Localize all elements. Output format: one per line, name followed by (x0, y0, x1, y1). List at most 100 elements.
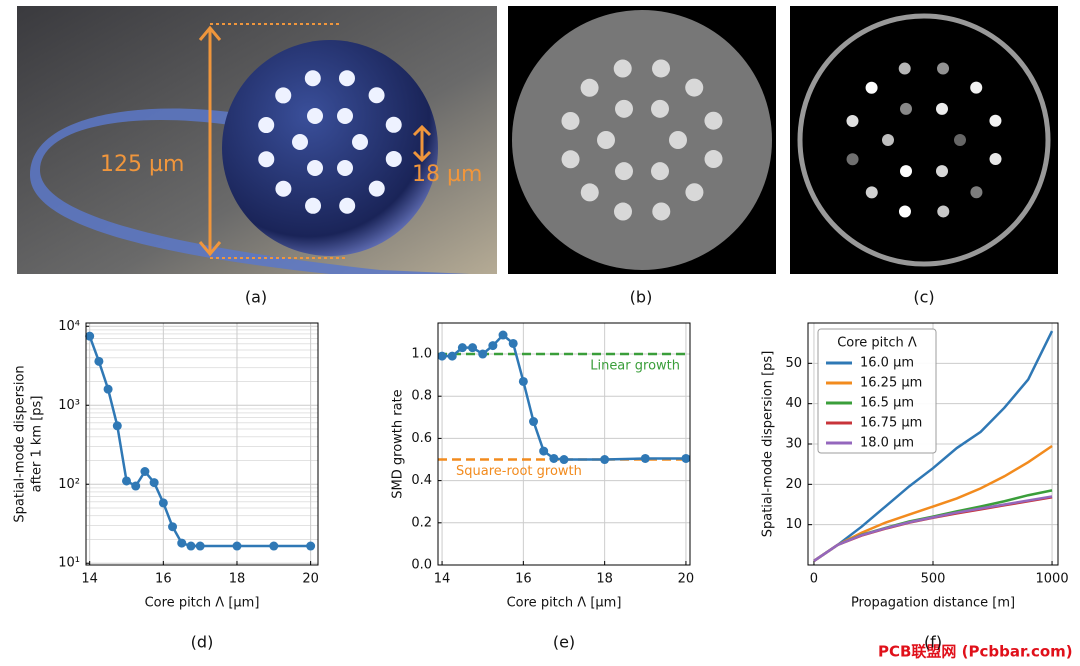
data-point (122, 476, 132, 486)
core (936, 102, 948, 115)
core (304, 70, 321, 87)
data-point (549, 453, 559, 463)
data-line (813, 330, 1054, 563)
y-tick-label: 10² (58, 477, 80, 492)
core (989, 114, 1002, 127)
y-axis-label: Spatial-mode dispersion (13, 365, 28, 522)
core (613, 202, 632, 221)
core (613, 59, 632, 78)
annotation: 18 µm (412, 162, 482, 187)
y-tick-label: 0.4 (411, 473, 432, 488)
caption: (c) (913, 288, 934, 307)
core (882, 134, 894, 146)
core (305, 197, 322, 214)
core (685, 183, 704, 202)
core (368, 87, 385, 104)
core (258, 151, 275, 168)
reference-label: Square-root growth (456, 464, 582, 479)
data-point (640, 453, 650, 463)
y-axis-label: SMD growth rate (391, 389, 406, 498)
y-axis-label: after 1 km [ps] (30, 396, 45, 493)
core (846, 114, 859, 127)
data-point (498, 330, 508, 340)
core (580, 78, 599, 97)
x-tick-label: 16 (155, 572, 172, 587)
reference-label: Linear growth (590, 359, 680, 374)
core (652, 59, 671, 78)
plot-frame (437, 322, 691, 566)
data-point (447, 351, 457, 361)
data-point (131, 481, 141, 491)
core (615, 162, 633, 181)
data-point (140, 467, 150, 477)
y-tick-label: 10¹ (58, 556, 80, 571)
core (580, 183, 599, 202)
core (352, 134, 368, 150)
core (368, 180, 385, 197)
legend-label: 16.0 µm (860, 356, 914, 371)
core (936, 165, 948, 178)
core (275, 180, 292, 197)
core (651, 162, 669, 181)
data-point (103, 384, 113, 394)
y-tick-label: 1.0 (411, 347, 432, 362)
data-point (177, 538, 187, 548)
core (292, 134, 308, 150)
fiber (30, 108, 470, 275)
data-point (457, 343, 467, 353)
core (337, 159, 353, 176)
legend-title: Core pitch Λ (837, 336, 917, 351)
core (898, 62, 911, 75)
data-line (442, 333, 686, 461)
core (307, 108, 323, 125)
core (337, 108, 353, 125)
data-line (88, 335, 311, 548)
core (704, 111, 723, 130)
x-tick-label: 14 (81, 572, 98, 587)
y-tick-label: 0.0 (411, 558, 432, 573)
data-point (539, 446, 549, 456)
core (865, 186, 878, 199)
y-tick-label: 0.6 (411, 431, 432, 446)
core (900, 165, 912, 178)
core (900, 102, 912, 115)
data-point (168, 522, 178, 532)
core (338, 70, 355, 87)
core (669, 131, 687, 149)
plot-frame (85, 322, 319, 566)
x-tick-label: 500 (921, 572, 946, 587)
core (652, 202, 671, 221)
core (615, 99, 633, 118)
caption: (a) (245, 288, 267, 307)
legend-label: 18.0 µm (860, 436, 914, 451)
plot-frame (807, 322, 1059, 566)
core (898, 205, 911, 218)
data-point (112, 421, 122, 431)
y-tick-label: 40 (785, 396, 802, 411)
x-tick-label: 18 (596, 572, 613, 587)
annotation: 125 µm (100, 152, 184, 177)
legend-label: 16.75 µm (860, 416, 922, 431)
core (865, 81, 878, 94)
data-point (559, 455, 569, 465)
data-point (94, 356, 104, 366)
core (970, 186, 983, 199)
core (970, 81, 983, 94)
cladding (512, 10, 772, 270)
core (275, 87, 292, 104)
y-tick-label: 20 (785, 477, 802, 492)
data-point (195, 541, 205, 551)
core (937, 62, 950, 75)
x-axis-label: Propagation distance [m] (851, 596, 1015, 611)
core (561, 150, 580, 169)
data-point (681, 453, 691, 463)
y-axis-label: Spatial-mode dispersion [ps] (761, 351, 776, 538)
legend-label: 16.25 µm (860, 376, 922, 391)
data-point (306, 541, 316, 551)
y-tick-label: 0.8 (411, 389, 432, 404)
data-point (529, 417, 539, 427)
fiber-end (222, 40, 438, 256)
data-point (186, 541, 196, 551)
data-point (468, 343, 478, 353)
x-tick-label: 18 (229, 572, 246, 587)
